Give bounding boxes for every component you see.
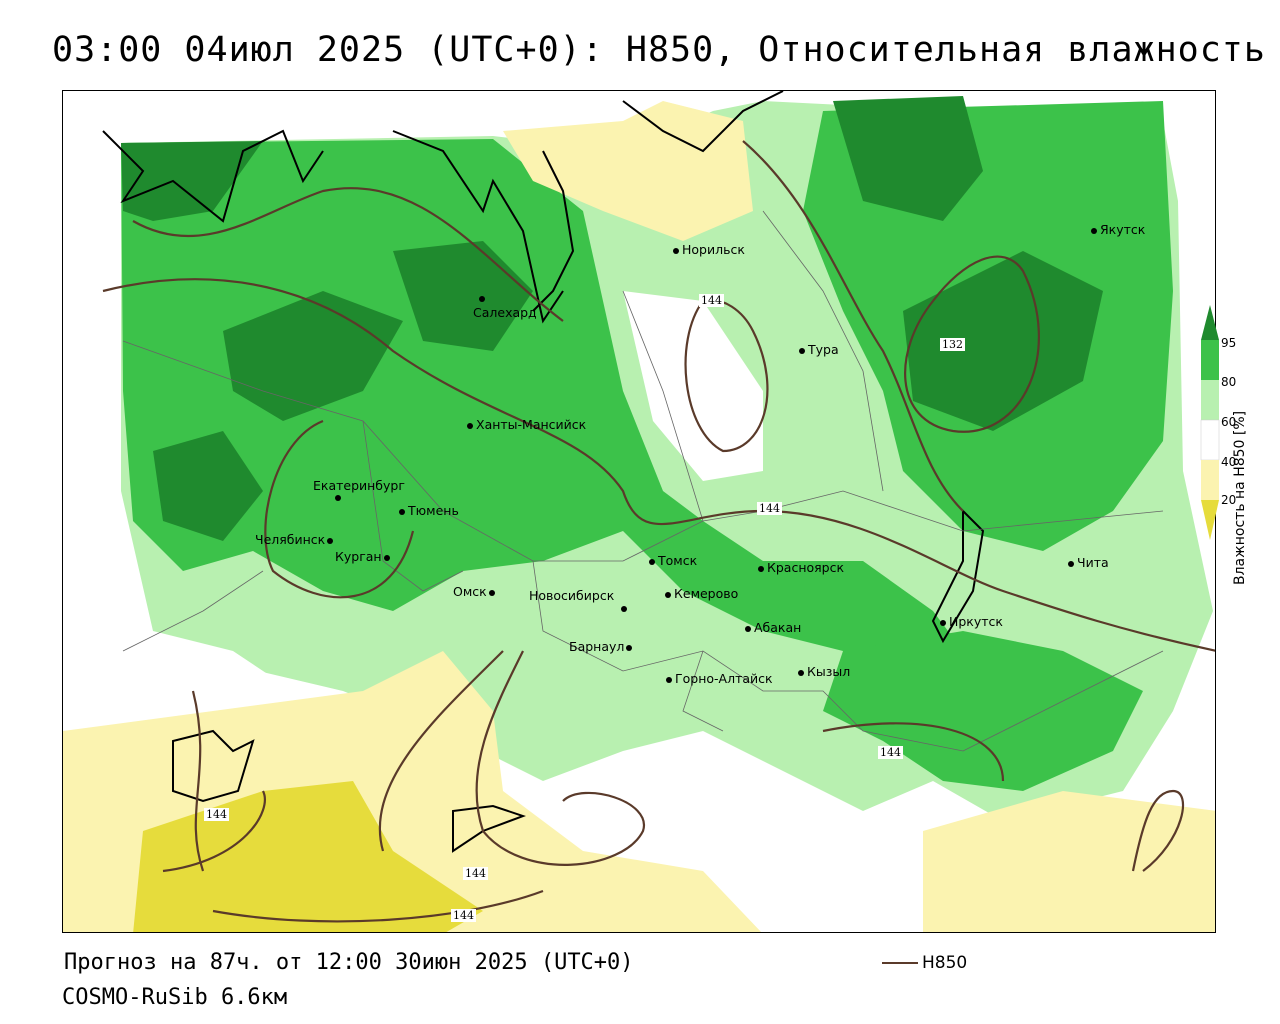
city-krasnoyarsk: Красноярск: [758, 560, 844, 575]
city-tyumen: Тюмень: [399, 503, 459, 518]
contour-legend: H850: [882, 953, 967, 973]
city-gorno-altaysk: Горно-Алтайск: [666, 671, 773, 686]
city-abakan: Абакан: [745, 620, 801, 635]
legend-tick-40: 40: [1221, 455, 1237, 469]
contour-label: 144: [204, 808, 229, 821]
contour-label: 144: [451, 909, 476, 922]
city-kemerovo: Кемерово: [665, 586, 738, 601]
model-info: COSMO-RuSib 6.6км: [62, 985, 288, 1010]
city-kyzyl: Кызыл: [798, 664, 850, 679]
rh-95-region: [121, 141, 263, 221]
contour-label: 144: [463, 867, 488, 880]
city-irkutsk: Иркутск: [940, 614, 1003, 629]
contour-label: 132: [940, 338, 965, 351]
city-khanty-mansiysk: Ханты-Мансийск: [467, 417, 586, 432]
h850-contours: [102, 140, 1215, 923]
rh-80-95-region-south: [823, 631, 1143, 791]
city-tomsk: Томск: [649, 553, 697, 568]
humidity-field: [63, 91, 1215, 932]
contour-label: 144: [878, 746, 903, 759]
contour-label: 144: [699, 294, 724, 307]
city-kurgan: Курган: [335, 549, 393, 564]
city-novosibirsk-dot: [621, 600, 630, 615]
color-legend: 95 80 60 40 20: [1199, 305, 1259, 545]
contour-label: 144: [757, 502, 782, 515]
rh-95-region-3: [393, 241, 533, 351]
city-ekaterinburg-dot: [335, 489, 344, 504]
city-salekhard-label: Салехард: [473, 305, 537, 320]
city-chita: Чита: [1068, 555, 1109, 570]
rh-40-60-gap: [623, 291, 763, 481]
city-barnaul: Барнаул: [569, 639, 635, 654]
forecast-info: Прогноз на 87ч. от 12:00 30июн 2025 (UTC…: [64, 950, 634, 975]
city-omsk: Омск: [453, 584, 498, 599]
rh-95-region-6: [153, 431, 263, 541]
map-area: 144 132 144 144 144 144 144 Норильск Яку…: [62, 90, 1216, 933]
rh-95-region-5: [903, 251, 1103, 431]
coastlines: [102, 91, 985, 853]
legend-title: Влажность на H850 [%]: [1232, 410, 1248, 585]
city-salekhard: [479, 290, 488, 305]
city-yakutsk: Якутск: [1091, 222, 1145, 237]
contour-legend-swatch: [882, 962, 918, 964]
legend-tick-60: 60: [1221, 415, 1237, 429]
city-novosibirsk: Новосибирск: [529, 588, 615, 603]
city-norilsk: Норильск: [673, 242, 745, 257]
rh-20-40-region-north: [503, 101, 753, 241]
rh-20-40-region-se: [923, 791, 1215, 932]
city-chelyabinsk: Челябинск: [255, 532, 336, 547]
rh-95-region-4: [833, 96, 983, 221]
city-ekaterinburg: Екатеринбург: [313, 478, 405, 493]
legend-tick-80: 80: [1221, 375, 1237, 389]
legend-tick-20: 20: [1221, 493, 1237, 507]
region-borders: [122, 210, 1164, 752]
legend-tick-95: 95: [1221, 336, 1237, 350]
map-title: 03:00 04июл 2025 (UTC+0): H850, Относите…: [52, 30, 1266, 70]
rh-80-95-region: [121, 139, 963, 691]
rh-95-region-2: [223, 291, 403, 421]
contour-legend-label: H850: [922, 953, 968, 973]
city-tura: Тура: [799, 342, 839, 357]
legend-colorbar: [1200, 305, 1220, 540]
